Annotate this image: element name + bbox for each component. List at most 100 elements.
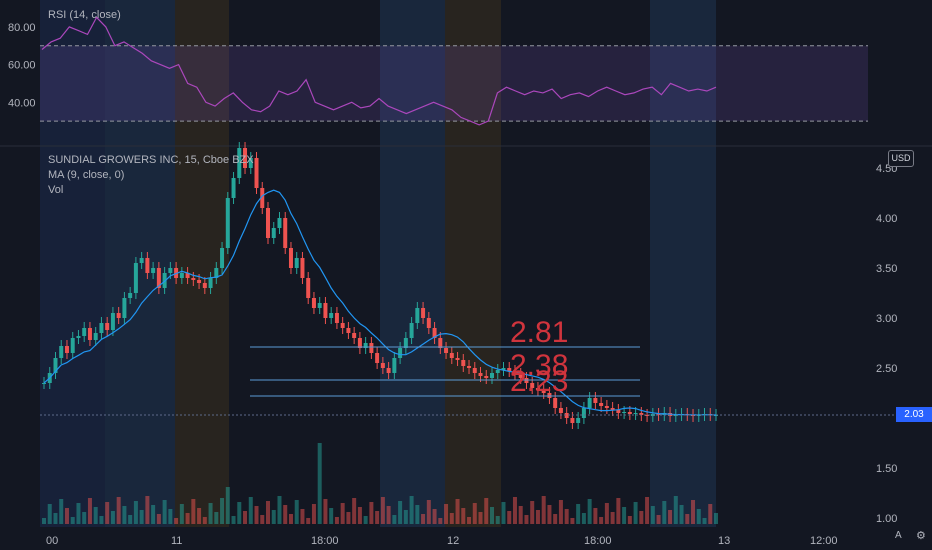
candle-body <box>415 308 420 323</box>
volume-bar <box>110 511 115 524</box>
candle-body <box>243 148 248 168</box>
rsi-band <box>40 45 868 122</box>
candle-body <box>156 268 161 288</box>
candle-body <box>535 388 540 390</box>
candle-body <box>197 280 202 283</box>
volume-bar <box>558 500 563 524</box>
volume-bar <box>59 499 64 524</box>
volume-bar <box>524 515 529 524</box>
volume-bar <box>518 506 523 524</box>
volume-bar <box>627 516 632 524</box>
candle-body <box>87 328 92 340</box>
candle-body <box>288 248 293 268</box>
candle-body <box>639 413 644 415</box>
volume-bar <box>622 507 627 524</box>
candle-body <box>110 313 115 330</box>
volume-bar <box>673 496 678 524</box>
volume-bar <box>472 503 477 524</box>
candle-body <box>105 323 110 330</box>
volume-bar <box>323 499 328 524</box>
candle-body <box>122 298 127 318</box>
volume-bar <box>352 498 357 524</box>
volume-bar <box>467 517 472 524</box>
candle-body <box>518 374 523 378</box>
volume-bar <box>444 504 449 524</box>
candle-body <box>622 412 627 413</box>
candle-body <box>151 268 156 273</box>
candle-body <box>438 338 443 348</box>
volume-bar <box>283 505 288 524</box>
candle-body <box>576 418 581 423</box>
candle-body <box>214 268 219 278</box>
volume-bar <box>696 509 701 524</box>
volume-bar <box>317 443 322 524</box>
candle-body <box>93 333 98 340</box>
candle-body <box>283 218 288 248</box>
legend-symbol[interactable]: SUNDIAL GROWERS INC, 15, Cboe BZX <box>48 154 254 166</box>
auto-scale-button[interactable]: A <box>895 530 902 541</box>
gear-icon[interactable]: ⚙ <box>916 530 926 542</box>
candle-body <box>277 218 282 228</box>
volume-bar <box>599 517 604 524</box>
candle-body <box>593 398 598 403</box>
volume-bar <box>99 516 104 524</box>
volume-bar <box>398 501 403 524</box>
candle-body <box>541 390 546 393</box>
candle-body <box>449 353 454 358</box>
volume-bar <box>42 518 46 524</box>
volume-bar <box>266 501 270 524</box>
candle-body <box>145 258 150 273</box>
volume-bar <box>237 502 242 524</box>
volume-bar <box>70 517 75 524</box>
candle-body <box>472 368 477 373</box>
volume-bar <box>564 509 569 524</box>
volume-bar <box>449 513 454 524</box>
candle-body <box>346 328 351 333</box>
candle-body <box>495 370 500 373</box>
candle-body <box>398 348 403 358</box>
annotation-label: 2.81 <box>510 316 568 349</box>
volume-bar <box>484 498 489 524</box>
currency-badge[interactable]: USD <box>888 150 914 167</box>
candle-body <box>633 413 638 414</box>
candle-body <box>70 338 75 353</box>
volume-bar <box>214 512 219 524</box>
volume-bar <box>581 513 586 524</box>
price-y-tick: 1.50 <box>876 463 897 475</box>
candle-body <box>323 303 328 318</box>
current-price-tag: 2.03 <box>896 407 932 422</box>
candle-body <box>202 283 207 288</box>
volume-bar <box>116 497 121 524</box>
legend-volume[interactable]: Vol <box>48 184 64 196</box>
candle-body <box>673 415 678 416</box>
candle-body <box>386 368 391 373</box>
candle-body <box>116 313 121 318</box>
candle-body <box>220 248 225 268</box>
volume-bar <box>277 496 282 524</box>
candle-body <box>645 415 650 416</box>
candle-body <box>64 346 69 353</box>
volume-bar <box>47 504 52 524</box>
volume-bar <box>645 497 650 524</box>
candle-body <box>501 368 506 370</box>
volume-bar <box>174 518 179 524</box>
volume-bar <box>380 497 385 524</box>
candle-body <box>432 328 437 338</box>
price-y-tick: 2.50 <box>876 363 897 375</box>
candle-body <box>604 406 609 408</box>
volume-bar <box>122 506 127 524</box>
volume-bar <box>151 505 156 524</box>
legend-ma[interactable]: MA (9, close, 0) <box>48 169 125 181</box>
volume-bar <box>156 514 161 524</box>
candle-body <box>185 273 190 278</box>
volume-bar <box>386 506 391 524</box>
volume-bar <box>53 513 58 524</box>
candle-body <box>237 148 242 178</box>
annotation-label: 2.38 <box>510 349 568 382</box>
volume-bar <box>409 496 414 524</box>
volume-bar <box>593 508 598 524</box>
candle-body <box>627 412 632 414</box>
volume-bar <box>82 512 87 524</box>
volume-bar <box>392 515 397 524</box>
